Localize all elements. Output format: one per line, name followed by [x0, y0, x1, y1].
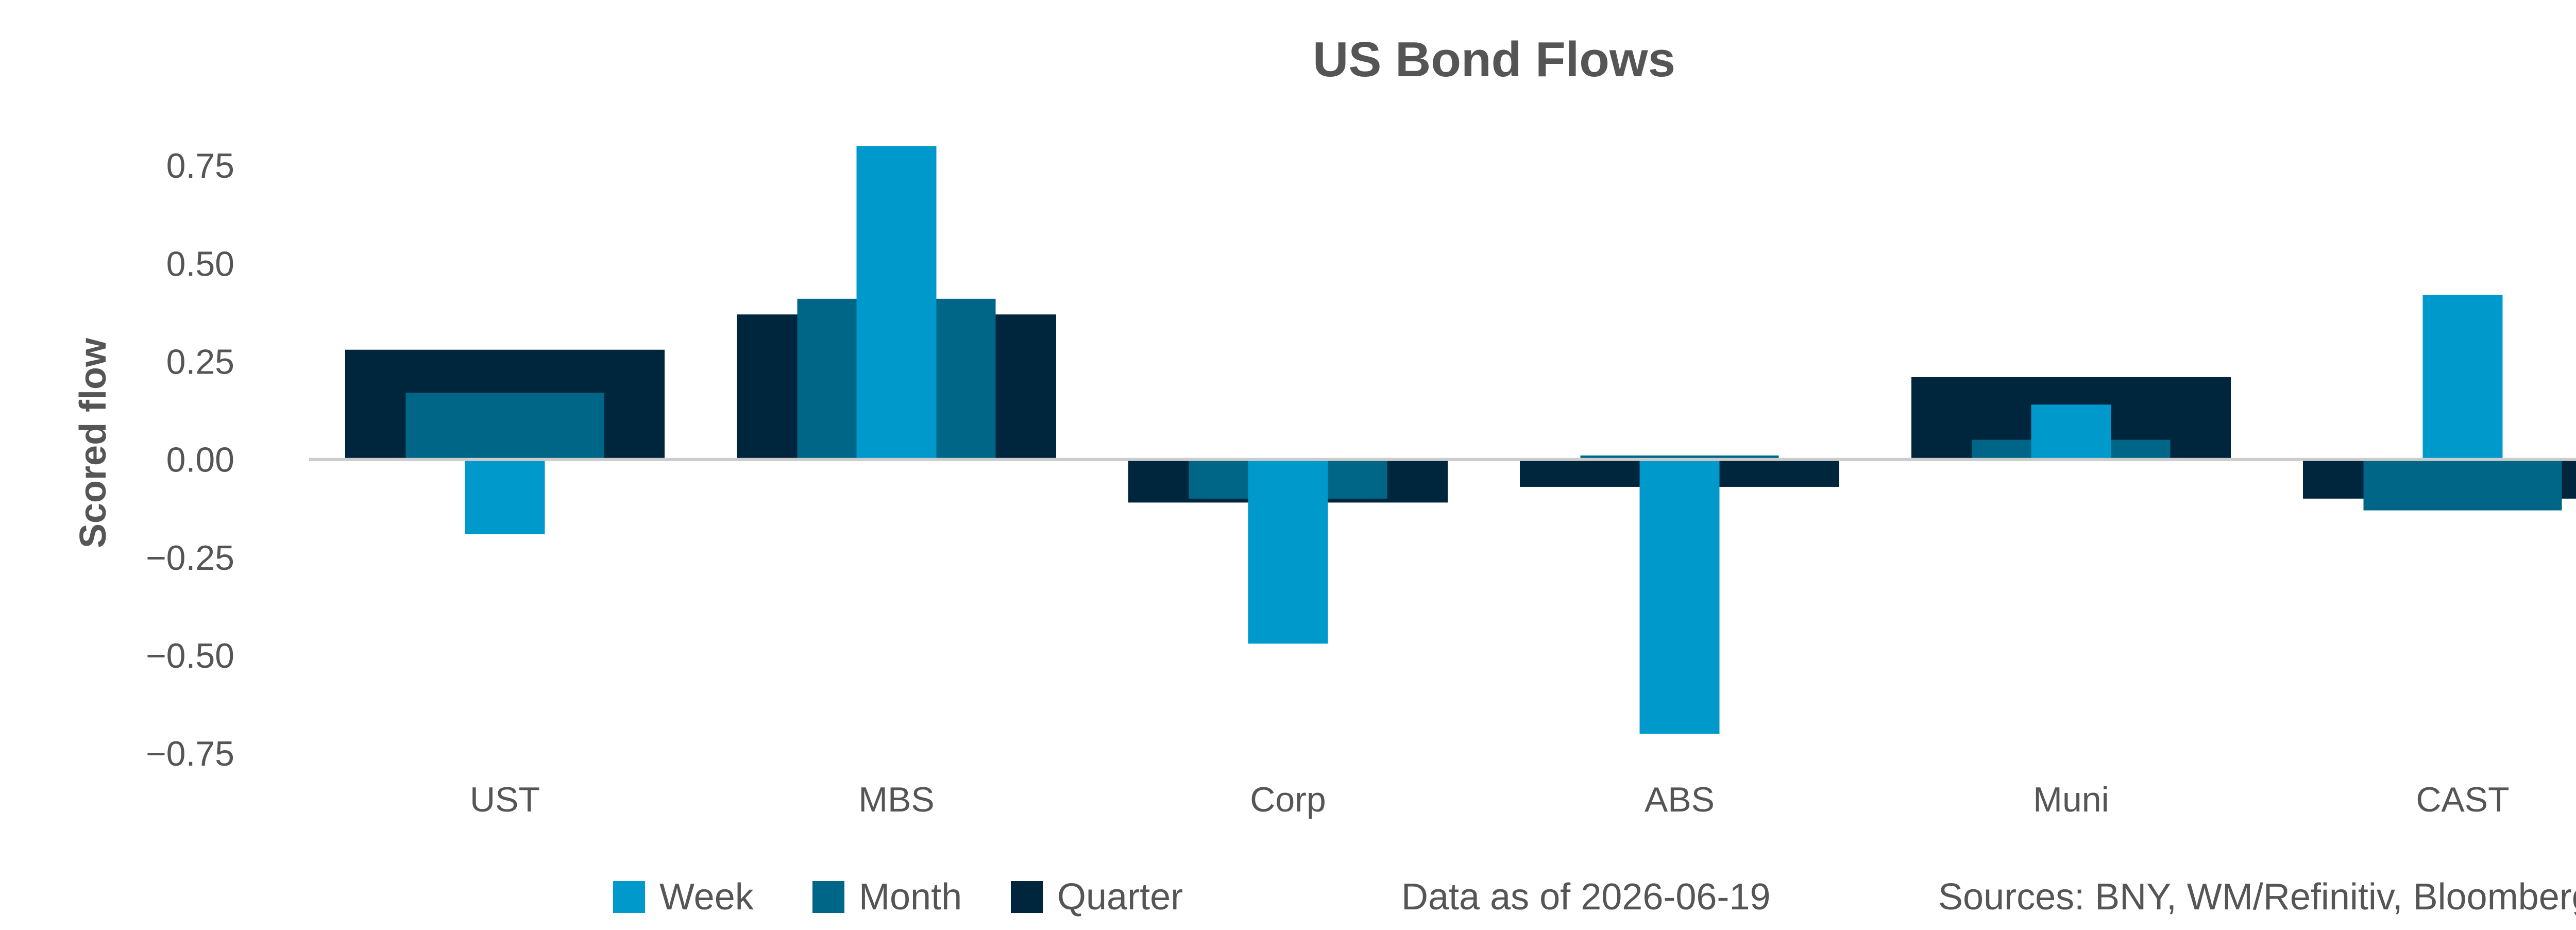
- legend-label-week: Week: [659, 876, 754, 918]
- legend-label-month: Month: [859, 876, 962, 918]
- legend-swatch-quarter: [1011, 881, 1043, 913]
- x-tick-label: Muni: [2033, 780, 2109, 819]
- x-tick-label: CAST: [2416, 780, 2509, 819]
- y-tick-label: 0.00: [166, 441, 234, 480]
- bar-week-cast: [2422, 295, 2503, 460]
- bar-week-muni: [2031, 404, 2111, 460]
- y-tick-label: −0.50: [146, 636, 234, 675]
- y-tick-label: −0.25: [146, 538, 234, 578]
- y-tick-label: 0.25: [166, 343, 234, 382]
- legend-swatch-week: [613, 881, 645, 913]
- bar-month-cast: [2363, 459, 2562, 511]
- data-as-of-note: Data as of 2026-06-19: [1401, 876, 1770, 918]
- legend-label-quarter: Quarter: [1057, 876, 1183, 918]
- sources-note: Sources: BNY, WM/Refinitiv, Bloomberg: [1938, 876, 2576, 918]
- bar-week-ust: [465, 459, 545, 534]
- bar-week-corp: [1248, 459, 1328, 644]
- y-tick-label: 0.75: [166, 146, 234, 185]
- y-tick-label: 0.50: [166, 244, 234, 283]
- legend: Week Month Quarter: [613, 876, 1183, 918]
- bar-week-abs: [1639, 459, 1720, 734]
- bar-month-ust: [405, 393, 604, 460]
- chart-title: US Bond Flows: [1313, 32, 1675, 87]
- x-tick-label: UST: [470, 780, 540, 819]
- x-axis-ticks: UST MBS Corp ABS Muni CAST: [470, 780, 2510, 819]
- legend-swatch-month: [812, 881, 844, 913]
- bar-month-abs: [1580, 455, 1779, 460]
- x-tick-label: MBS: [858, 780, 934, 819]
- x-tick-label: Corp: [1250, 780, 1326, 819]
- y-tick-label: −0.75: [146, 734, 234, 773]
- y-axis-ticks: 0.75 0.50 0.25 0.00 −0.25 −0.50 −0.75: [146, 146, 234, 773]
- bar-week-mbs: [856, 146, 937, 460]
- x-tick-label: ABS: [1645, 780, 1715, 819]
- bars-group: [345, 146, 2576, 734]
- y-axis-label: Scored flow: [73, 337, 114, 548]
